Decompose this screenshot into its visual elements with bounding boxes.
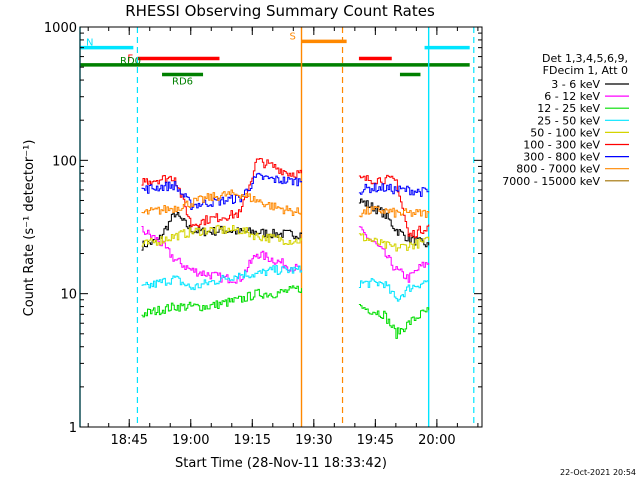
series-line	[141, 158, 302, 228]
x-axis-label: Start Time (28-Nov-11 18:33:42)	[175, 456, 387, 471]
series-line	[141, 265, 302, 291]
flag-label-rd6: RD6	[172, 77, 193, 88]
legend-label: 50 - 100 keV	[530, 126, 600, 139]
axes-layer: 18:45 19:00 19:15 19:30 19:45 20:00 1 10 100 1000	[44, 21, 482, 448]
y-tick-label: 100	[52, 154, 77, 169]
legend-label: 6 - 12 keV	[544, 90, 600, 103]
x-tick-label: 20:00	[418, 433, 455, 448]
legend-label: 12 - 25 keV	[537, 102, 600, 115]
flag-label-f: F	[127, 54, 133, 65]
legend-label: 25 - 50 keV	[537, 114, 600, 127]
legend-label: 7000 - 15000 keV	[502, 175, 600, 188]
y-tick-label: 10	[60, 288, 77, 303]
legend-label: 800 - 7000 keV	[516, 163, 600, 176]
chart-title: RHESSI Observing Summary Count Rates	[125, 2, 435, 20]
legend-label: 100 - 300 keV	[523, 139, 600, 152]
series-line	[141, 189, 302, 216]
series-line	[358, 174, 430, 239]
x-tick-label: 18:45	[110, 433, 147, 448]
series-line	[141, 224, 302, 247]
flag-label-rd0: RD0	[120, 56, 141, 67]
legend-header: FDecim 1, Att 0	[543, 64, 628, 77]
y-axis-label: Count Rate (s⁻¹ detector⁻¹)	[22, 140, 37, 317]
series-line	[141, 285, 302, 318]
x-tick-label: 19:00	[172, 433, 209, 448]
series-line	[358, 183, 430, 197]
y-tick-label: 1000	[44, 21, 77, 36]
x-tick-label: 19:30	[295, 433, 332, 448]
legend-header: Det 1,3,4,5,6,9,	[542, 52, 628, 65]
plot-frame	[79, 26, 483, 428]
series-line	[141, 226, 302, 284]
flag-label-s: S	[290, 31, 296, 42]
series-line	[358, 304, 430, 339]
x-tick-label: 19:45	[357, 433, 394, 448]
timestamp: 22-Oct-2021 20:54	[560, 468, 636, 477]
legend-label: 300 - 800 keV	[523, 151, 600, 164]
y-tick-label: 1	[69, 421, 77, 436]
series-line	[358, 278, 430, 302]
flag-label-n: N	[86, 38, 93, 49]
legend: Det 1,3,4,5,6,9,FDecim 1, Att 03 - 6 keV…	[502, 52, 629, 188]
series-line	[358, 206, 430, 218]
legend-label: 3 - 6 keV	[551, 78, 600, 91]
x-tick-label: 19:15	[234, 433, 271, 448]
series-layer	[141, 158, 430, 339]
series-line	[141, 172, 302, 210]
series-line	[358, 233, 430, 252]
